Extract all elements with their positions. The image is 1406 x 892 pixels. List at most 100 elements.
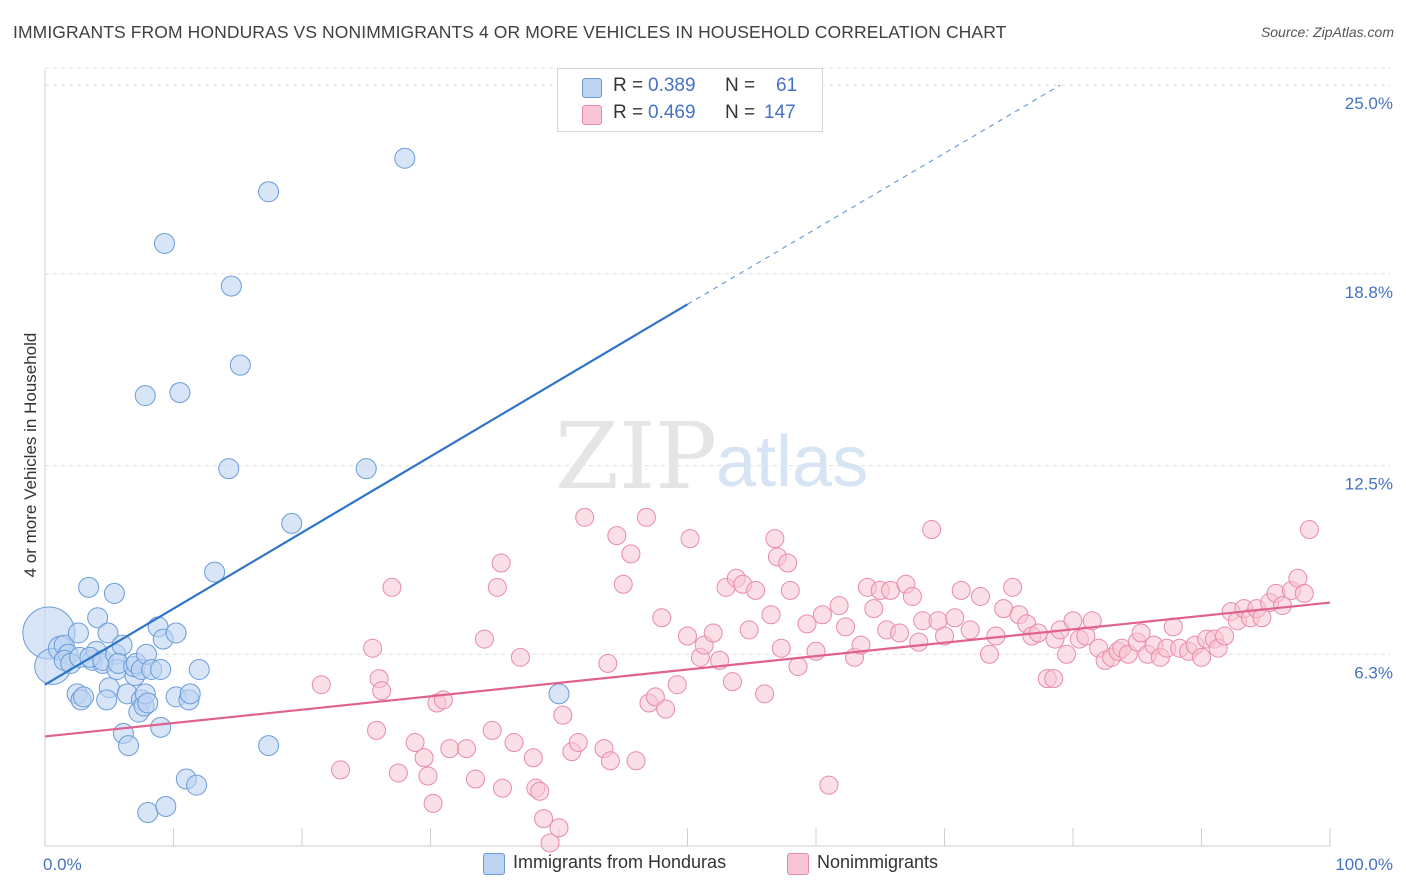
honduras-point-53 — [179, 683, 201, 705]
honduras-swatch — [483, 853, 505, 875]
legend-label-honduras: Immigrants from Honduras — [513, 852, 727, 872]
honduras-point-39 — [137, 692, 159, 714]
x-tick-labels: 0.0% 100.0% — [43, 855, 1393, 874]
chart-title: IMMIGRANTS FROM HONDURAS VS NONIMMIGRANT… — [13, 22, 1007, 42]
nonimmigrants-point-29 — [549, 818, 569, 838]
nonimmigrants-point-104 — [1063, 611, 1083, 631]
nonimmigrants-point-43 — [645, 687, 665, 707]
nonimmigrants-point-141 — [1299, 520, 1319, 540]
nonimmigrants-point-24 — [523, 748, 543, 768]
nonimmigrants-point-36 — [598, 653, 618, 673]
nonimmigrants-point-71 — [829, 596, 849, 616]
nonimmigrants-point-22 — [504, 733, 524, 753]
nonimmigrants-point-76 — [864, 599, 884, 619]
honduras-point-65 — [394, 147, 416, 169]
x-tick-label-0: 0.0% — [43, 855, 82, 874]
honduras-point-41 — [150, 658, 172, 680]
y-axis-label: 4 or more Vehicles in Household — [21, 333, 40, 578]
nonimmigrants-point-142 — [1044, 669, 1064, 689]
legend-n-value-honduras: 61 — [776, 75, 798, 96]
correlation-legend: R = 0.389 N = 61 R = 0.469 N = 147 — [557, 68, 823, 132]
legend-r-value-honduras: 0.389 — [648, 75, 696, 96]
legend-label-nonimmigrants: Nonimmigrants — [817, 852, 939, 872]
nonimmigrants-point-45 — [656, 699, 676, 719]
nonimmigrants-point-87 — [935, 626, 954, 646]
nonimmigrants-point-85 — [922, 520, 942, 540]
honduras-point-12 — [73, 686, 95, 708]
nonimmigrants-point-14 — [440, 739, 460, 759]
nonimmigrants-point-40 — [626, 751, 646, 771]
y-tick-label-3: 25.0% — [1345, 94, 1393, 113]
honduras-point-64 — [355, 458, 377, 480]
watermark-zip: ZIP — [555, 403, 717, 510]
nonimmigrants-point-54 — [722, 672, 742, 692]
nonimmigrants-point-19 — [487, 577, 507, 597]
legend-n-label: N = — [725, 102, 756, 123]
series-honduras-points — [22, 147, 570, 824]
nonimmigrants-point-88 — [945, 608, 965, 628]
nonimmigrants-point-44 — [652, 608, 672, 628]
nonimmigrants-point-32 — [568, 733, 588, 753]
nonimmigrants-point-10 — [418, 766, 438, 786]
honduras-point-8 — [67, 622, 89, 644]
nonimmigrants-trend-line — [44, 601, 1331, 738]
nonimmigrants-point-6 — [382, 577, 402, 597]
nonimmigrants-point-33 — [575, 507, 595, 527]
nonimmigrants-point-66 — [788, 656, 808, 676]
y-tick-labels: 6.3% 12.5% 18.8% 25.0% — [1345, 94, 1393, 682]
nonimmigrants-point-5 — [372, 681, 392, 701]
honduras-point-11 — [78, 576, 100, 598]
nonimmigrants-point-140 — [1294, 583, 1314, 603]
nonimmigrants-point-57 — [739, 620, 759, 640]
axes — [44, 70, 1331, 847]
honduras-point-49 — [165, 622, 187, 644]
nonimmigrants-point-65 — [780, 580, 800, 600]
watermark-atlas: atlas — [716, 422, 868, 502]
nonimmigrants-point-91 — [970, 586, 990, 606]
honduras-point-62 — [258, 735, 280, 757]
nonimmigrants-point-26 — [530, 781, 550, 801]
nonimmigrants-point-11 — [423, 793, 443, 813]
nonimmigrants-swatch — [787, 853, 809, 875]
nonimmigrants-point-70 — [819, 775, 839, 795]
honduras-point-57 — [204, 561, 226, 583]
nonimmigrants-point-37 — [607, 526, 627, 546]
honduras-point-61 — [258, 181, 280, 203]
honduras-point-47 — [154, 232, 176, 254]
nonimmigrants-point-67 — [797, 614, 817, 634]
legend-r-label: R = — [613, 102, 644, 123]
trend-lines — [44, 84, 1331, 738]
honduras-swatch — [582, 78, 602, 98]
nonimmigrants-point-39 — [621, 544, 641, 564]
nonimmigrants-point-3 — [367, 720, 387, 740]
nonimmigrants-point-8 — [405, 733, 425, 753]
honduras-point-66 — [548, 683, 570, 705]
honduras-point-59 — [220, 275, 242, 297]
honduras-point-63 — [281, 512, 303, 534]
honduras-point-43 — [150, 716, 172, 738]
nonimmigrants-point-64 — [778, 553, 798, 573]
nonimmigrants-swatch — [582, 105, 602, 125]
nonimmigrants-point-1 — [331, 760, 351, 780]
nonimmigrants-point-83 — [909, 632, 929, 652]
honduras-point-45 — [137, 802, 159, 824]
y-tick-label-2: 18.8% — [1345, 283, 1393, 302]
nonimmigrants-point-90 — [960, 620, 980, 640]
honduras-trend-extension — [687, 84, 1061, 305]
nonimmigrants-point-58 — [746, 580, 766, 600]
honduras-point-60 — [229, 354, 251, 376]
nonimmigrants-point-72 — [836, 617, 856, 637]
legend-r-label: R = — [613, 75, 644, 96]
honduras-point-23 — [103, 582, 125, 604]
nonimmigrants-point-48 — [680, 529, 700, 549]
y-tick-label-1: 12.5% — [1345, 475, 1393, 494]
nonimmigrants-point-60 — [761, 605, 781, 625]
nonimmigrants-point-128 — [1215, 626, 1235, 646]
source-label: Source: ZipAtlas.com — [1260, 24, 1394, 40]
nonimmigrants-point-35 — [600, 751, 620, 771]
nonimmigrants-point-61 — [765, 529, 785, 549]
honduras-point-58 — [218, 458, 240, 480]
nonimmigrants-point-107 — [1082, 611, 1102, 631]
nonimmigrants-point-23 — [510, 647, 530, 667]
